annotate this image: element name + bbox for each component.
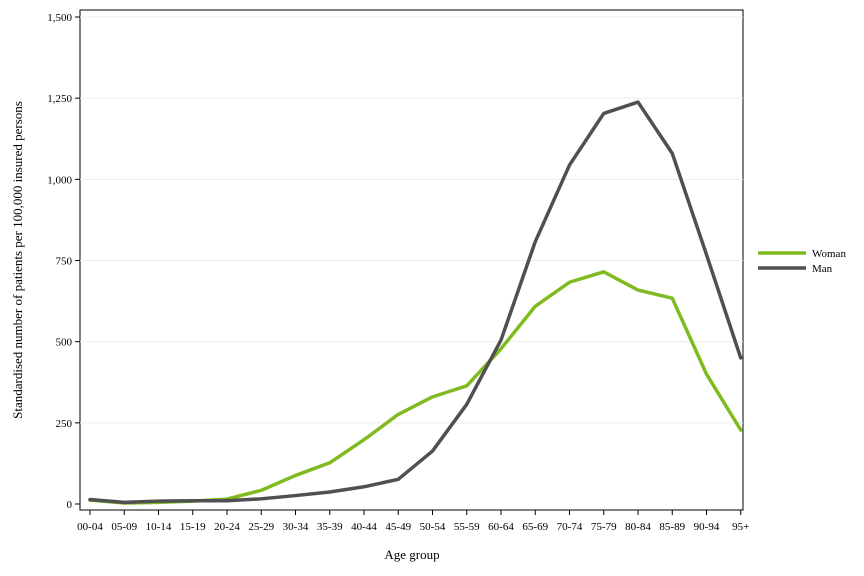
- x-tick-label: 05-09: [111, 521, 137, 533]
- x-tick-label: 40-44: [351, 521, 377, 533]
- y-tick-label: 1,000: [47, 174, 72, 186]
- x-tick-label: 50-54: [420, 521, 446, 533]
- x-tick-label: 35-39: [317, 521, 343, 533]
- y-axis: 0 250 500 750 1,000 1,250 1,500: [47, 12, 80, 511]
- series-lines: [88, 100, 743, 505]
- x-axis: 00-04 05-09 10-14 15-19 20-24 25-29 30-34 35-39…: [77, 510, 749, 533]
- legend-label-man: Man: [812, 263, 833, 275]
- x-tick-label: 80-84: [625, 521, 651, 533]
- x-tick-label: 75-79: [591, 521, 617, 533]
- x-tick-label: 85-89: [659, 521, 685, 533]
- x-tick-label: 10-14: [146, 521, 172, 533]
- x-tick-label: 90-94: [694, 521, 720, 533]
- legend: Woman Man: [758, 248, 846, 275]
- x-tick-label: 60-64: [488, 521, 514, 533]
- x-tick-label: 95+: [732, 521, 749, 533]
- x-tick-label: 00-04: [77, 521, 103, 533]
- x-tick-label: 45-49: [385, 521, 411, 533]
- gridlines: [80, 16, 743, 424]
- y-tick-label: 500: [56, 337, 73, 349]
- x-axis-title: Age group: [384, 547, 439, 562]
- legend-label-woman: Woman: [812, 248, 846, 260]
- x-tick-label: 15-19: [180, 521, 206, 533]
- series-line-man: [88, 100, 743, 505]
- y-axis-title: Standardised number of patients per 100,…: [10, 101, 25, 419]
- x-tick-label: 30-34: [283, 521, 309, 533]
- x-tick-label: 55-59: [454, 521, 480, 533]
- x-tick-label: 65-69: [522, 521, 548, 533]
- y-tick-label: 750: [56, 256, 73, 268]
- y-tick-label: 1,250: [47, 93, 72, 105]
- x-tick-label: 25-29: [248, 521, 274, 533]
- y-tick-label: 250: [56, 418, 73, 430]
- x-tick-label: 70-74: [557, 521, 583, 533]
- y-tick-label: 1,500: [47, 12, 72, 24]
- y-tick-label: 0: [67, 499, 73, 511]
- x-tick-label: 20-24: [214, 521, 240, 533]
